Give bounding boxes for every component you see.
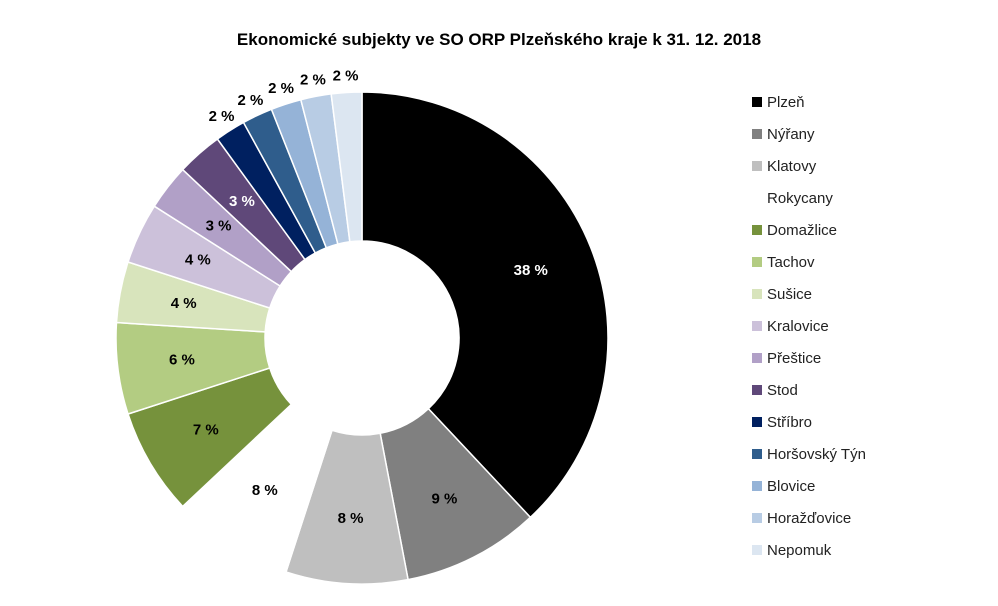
slice-plzen	[361, 91, 609, 519]
data-label-horsovsky-tyn: 2 %	[238, 92, 264, 109]
legend-item-susice: Sušice	[752, 278, 982, 310]
data-label-nepomuk: 2 %	[333, 67, 359, 84]
data-label-horazdovice: 2 %	[300, 72, 326, 89]
legend-label: Horažďovice	[767, 509, 852, 527]
legend-swatch	[752, 513, 762, 523]
legend-item-nepomuk: Nepomuk	[752, 534, 982, 566]
slice-nepomuk	[330, 91, 363, 243]
legend-label: Stod	[767, 381, 798, 399]
legend-label: Plzeň	[767, 93, 805, 111]
data-label-klatovy: 8 %	[338, 510, 364, 527]
data-label-plzen: 38 %	[514, 262, 548, 279]
data-label-domazlice: 7 %	[193, 421, 219, 438]
legend-item-rokycany: Rokycany	[752, 182, 982, 214]
data-label-stod: 3 %	[229, 193, 255, 210]
legend-label: Tachov	[767, 253, 815, 271]
legend-label: Přeštice	[767, 349, 822, 367]
legend-item-klatovy: Klatovy	[752, 150, 982, 182]
legend-item-stribro: Stříbro	[752, 406, 982, 438]
data-label-kralovice: 4 %	[185, 252, 211, 269]
legend-swatch	[752, 129, 762, 139]
legend-item-nyrany: Nýřany	[752, 118, 982, 150]
legend-swatch	[752, 193, 762, 203]
legend-label: Nepomuk	[767, 541, 832, 559]
legend-item-blovice: Blovice	[752, 470, 982, 502]
legend-swatch	[752, 353, 762, 363]
data-label-stribro: 2 %	[209, 108, 235, 125]
legend-label: Sušice	[767, 285, 813, 303]
chart-title: Ekonomické subjekty ve SO ORP Plzeňského…	[236, 30, 762, 49]
legend-swatch	[752, 545, 762, 555]
legend-swatch	[752, 257, 762, 267]
legend-label: Rokycany	[767, 189, 833, 207]
legend-swatch	[752, 385, 762, 395]
legend-item-prestice: Přeštice	[752, 342, 982, 374]
legend-label: Domažlice	[767, 221, 838, 239]
legend-swatch	[752, 481, 762, 491]
legend-item-stod: Stod	[752, 374, 982, 406]
legend-label: Kralovice	[767, 317, 829, 335]
data-label-nyrany: 9 %	[431, 491, 457, 508]
legend-swatch	[752, 449, 762, 459]
data-label-prestice: 3 %	[206, 218, 232, 235]
legend-label: Stříbro	[767, 413, 813, 431]
legend-label: Horšovský Týn	[767, 445, 866, 463]
legend-item-domazlice: Domažlice	[752, 214, 982, 246]
legend-swatch	[752, 225, 762, 235]
data-label-rokycany: 8 %	[252, 482, 278, 499]
legend-swatch	[752, 289, 762, 299]
legend-item-plzen: Plzeň	[752, 86, 982, 118]
legend-swatch	[752, 97, 762, 107]
legend-item-tachov: Tachov	[752, 246, 982, 278]
data-label-blovice: 2 %	[268, 80, 294, 97]
legend-swatch	[752, 417, 762, 427]
data-label-susice: 4 %	[171, 295, 197, 312]
legend-swatch	[752, 321, 762, 331]
legend-item-horazdovice: Horažďovice	[752, 502, 982, 534]
legend-label: Klatovy	[767, 157, 817, 175]
legend-label: Nýřany	[767, 125, 815, 143]
legend: Plzeň Nýřany Klatovy Rokycany Domažlice Tacho…	[752, 86, 982, 566]
legend-item-kralovice: Kralovice	[752, 310, 982, 342]
legend-item-horsovsky-tyn: Horšovský Týn	[752, 438, 982, 470]
data-label-tachov: 6 %	[169, 352, 195, 369]
legend-label: Blovice	[767, 477, 816, 495]
legend-swatch	[752, 161, 762, 171]
